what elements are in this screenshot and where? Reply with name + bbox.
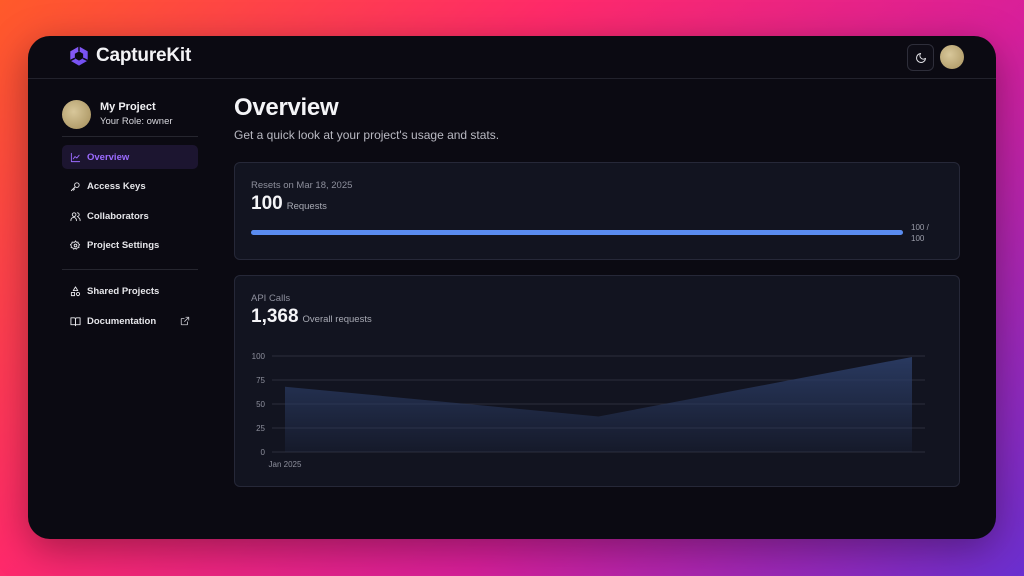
usage-progress-text: 100 / 100 — [911, 222, 929, 244]
series-area — [285, 356, 912, 452]
sidebar-item-project-settings[interactable]: Project Settings — [62, 234, 198, 258]
sidebar-divider — [62, 136, 198, 137]
sidebar: My Project Your Role: owner Overview Acc… — [62, 94, 198, 333]
shapes-icon — [70, 286, 81, 297]
project-name: My Project — [100, 101, 156, 113]
theme-toggle-button[interactable] — [907, 44, 934, 71]
sidebar-item-label: Shared Projects — [87, 286, 160, 297]
api-calls-card: API Calls 1,368 Overall requests 0 25 50 75… — [234, 275, 960, 487]
sidebar-item-label: Access Keys — [87, 181, 146, 192]
sidebar-item-access-keys[interactable]: Access Keys — [62, 175, 198, 199]
sidebar-item-label: Project Settings — [87, 240, 160, 251]
sidebar-item-collaborators[interactable]: Collaborators — [62, 204, 198, 228]
api-value-row: 1,368 Overall requests — [251, 306, 372, 328]
progress-total: 100 — [911, 234, 925, 243]
external-link-icon — [180, 316, 190, 326]
y-tick-label: 100 — [252, 352, 266, 361]
usage-value-row: 100 Requests — [251, 193, 327, 215]
logo[interactable]: CaptureKit — [68, 45, 191, 67]
y-tick-label: 75 — [256, 376, 265, 385]
usage-progress-fill — [251, 230, 903, 235]
usage-unit: Requests — [286, 201, 327, 212]
project-avatar — [62, 99, 91, 129]
sidebar-item-label: Documentation — [87, 315, 157, 327]
book-icon — [70, 316, 81, 326]
y-tick-label: 0 — [261, 448, 266, 457]
user-avatar[interactable] — [940, 45, 964, 69]
key-icon — [70, 182, 80, 192]
usage-value: 100 — [251, 193, 283, 214]
top-bar: CaptureKit — [28, 36, 996, 79]
project-switcher[interactable]: My Project Your Role: owner — [62, 94, 198, 134]
y-tick-label: 50 — [256, 400, 265, 409]
api-calls-chart: 0 25 50 75 100 Jan 2025 — [252, 352, 925, 469]
sidebar-divider — [62, 268, 198, 270]
app-name: CaptureKit — [96, 45, 192, 66]
gear-icon — [70, 240, 81, 250]
project-role: Your Role: owner — [100, 116, 173, 127]
main-content: Overview Get a quick look at your projec… — [234, 94, 960, 487]
page-title: Overview — [234, 94, 339, 121]
api-calls-label: API Calls — [251, 293, 291, 304]
chart-line-icon — [70, 152, 81, 162]
capturekit-logo-icon — [69, 46, 89, 66]
x-tick-label: Jan 2025 — [269, 460, 302, 469]
reset-date-label: Resets on Mar 18, 2025 — [251, 180, 353, 191]
usage-card: Resets on Mar 18, 2025 100 Requests 100 … — [234, 162, 960, 260]
moon-icon — [915, 52, 926, 63]
api-calls-value: 1,368 — [251, 306, 299, 327]
y-tick-label: 25 — [256, 424, 265, 433]
sidebar-item-shared-projects[interactable]: Shared Projects — [62, 280, 198, 304]
users-icon — [70, 211, 81, 221]
progress-used: 100 / — [911, 223, 929, 232]
usage-progress-bar — [251, 230, 903, 235]
page-subtitle: Get a quick look at your project's usage… — [234, 128, 500, 142]
api-calls-unit: Overall requests — [302, 314, 372, 325]
sidebar-item-label: Overview — [87, 151, 130, 163]
sidebar-item-overview[interactable]: Overview — [62, 145, 198, 169]
app-window: CaptureKit My Project Your Role: owner O… — [28, 36, 996, 539]
sidebar-item-label: Collaborators — [87, 210, 149, 222]
sidebar-item-documentation[interactable]: Documentation — [62, 309, 198, 333]
